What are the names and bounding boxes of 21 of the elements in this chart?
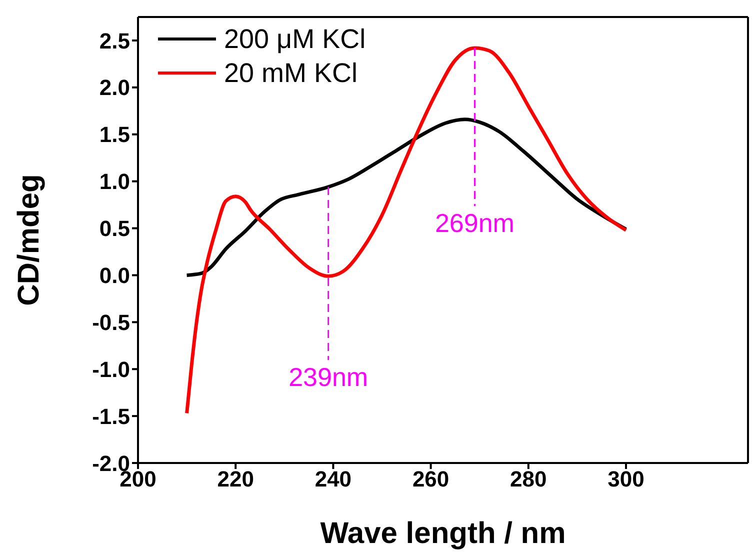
x-tick-label: 220 (217, 466, 254, 492)
y-tick-label: -1.5 (92, 404, 130, 429)
y-tick-label: 0.0 (99, 263, 130, 288)
y-tick-label: 2.5 (99, 28, 130, 54)
y-tick-label: 1.0 (99, 169, 130, 194)
x-tick-label: 300 (608, 466, 644, 492)
x-tick-label: 260 (412, 466, 450, 492)
y-tick-label: -1.0 (92, 356, 130, 382)
line-series (185, 118, 628, 277)
legend-label: 200 μM KCl (224, 24, 366, 54)
ref-line-label: 269nm (434, 208, 514, 238)
y-axis-title: CD/mdeg (12, 174, 46, 306)
y-tick-label: 0.5 (99, 216, 130, 242)
y-tick-label: 2.0 (99, 75, 130, 100)
y-tick-label: 1.5 (99, 122, 130, 148)
ref-line-label: 239nm (288, 362, 368, 392)
x-axis-title: Wave length / nm (320, 517, 566, 550)
x-tick-label: 240 (314, 466, 352, 492)
y-tick-label: -0.5 (92, 310, 130, 335)
x-tick-label: 280 (510, 466, 547, 492)
legend-label: 20 mM KCl (224, 58, 358, 88)
